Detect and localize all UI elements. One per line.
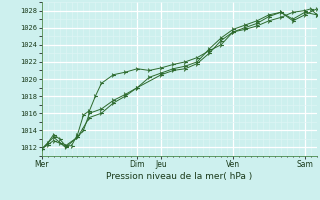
X-axis label: Pression niveau de la mer( hPa ): Pression niveau de la mer( hPa ): [106, 172, 252, 181]
